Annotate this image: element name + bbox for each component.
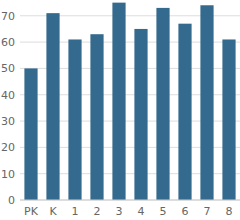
bar — [46, 13, 59, 200]
x-tick-label: 1 — [72, 205, 79, 218]
x-tick-label: K — [49, 205, 57, 218]
bar — [68, 39, 81, 200]
chart: 0 10 20 30 40 50 60 70 PK K 1 2 3 4 5 6 7 8 — [0, 0, 240, 220]
bar — [178, 24, 191, 200]
bar — [24, 68, 37, 200]
x-tick-label: 7 — [204, 205, 211, 218]
y-tick-label: 70 — [1, 10, 15, 23]
y-tick-label: 50 — [1, 62, 15, 75]
x-tick-label: 8 — [226, 205, 233, 218]
bar — [112, 3, 125, 200]
x-tick-label: PK — [24, 205, 39, 218]
y-tick-label: 40 — [1, 89, 15, 102]
y-tick-label: 0 — [8, 194, 15, 207]
x-tick-label: 3 — [116, 205, 123, 218]
bar — [222, 39, 235, 200]
x-tick-label: 6 — [182, 205, 189, 218]
y-tick-label: 30 — [1, 115, 15, 128]
chart-container: 0 10 20 30 40 50 60 70 PK K 1 2 3 4 5 6 7 8 — [0, 0, 240, 220]
x-tick-label: 5 — [160, 205, 167, 218]
bar — [134, 29, 147, 200]
x-axis-line — [20, 200, 240, 201]
grid-line — [20, 200, 240, 201]
bars — [24, 3, 235, 200]
bar — [90, 34, 103, 200]
y-tick-label: 20 — [1, 141, 15, 154]
x-tick-label: 4 — [138, 205, 145, 218]
bar — [200, 5, 213, 200]
x-tick-label: 2 — [94, 205, 101, 218]
y-tick-label: 10 — [1, 168, 15, 181]
bar — [156, 8, 169, 200]
y-tick-label: 60 — [1, 36, 15, 49]
